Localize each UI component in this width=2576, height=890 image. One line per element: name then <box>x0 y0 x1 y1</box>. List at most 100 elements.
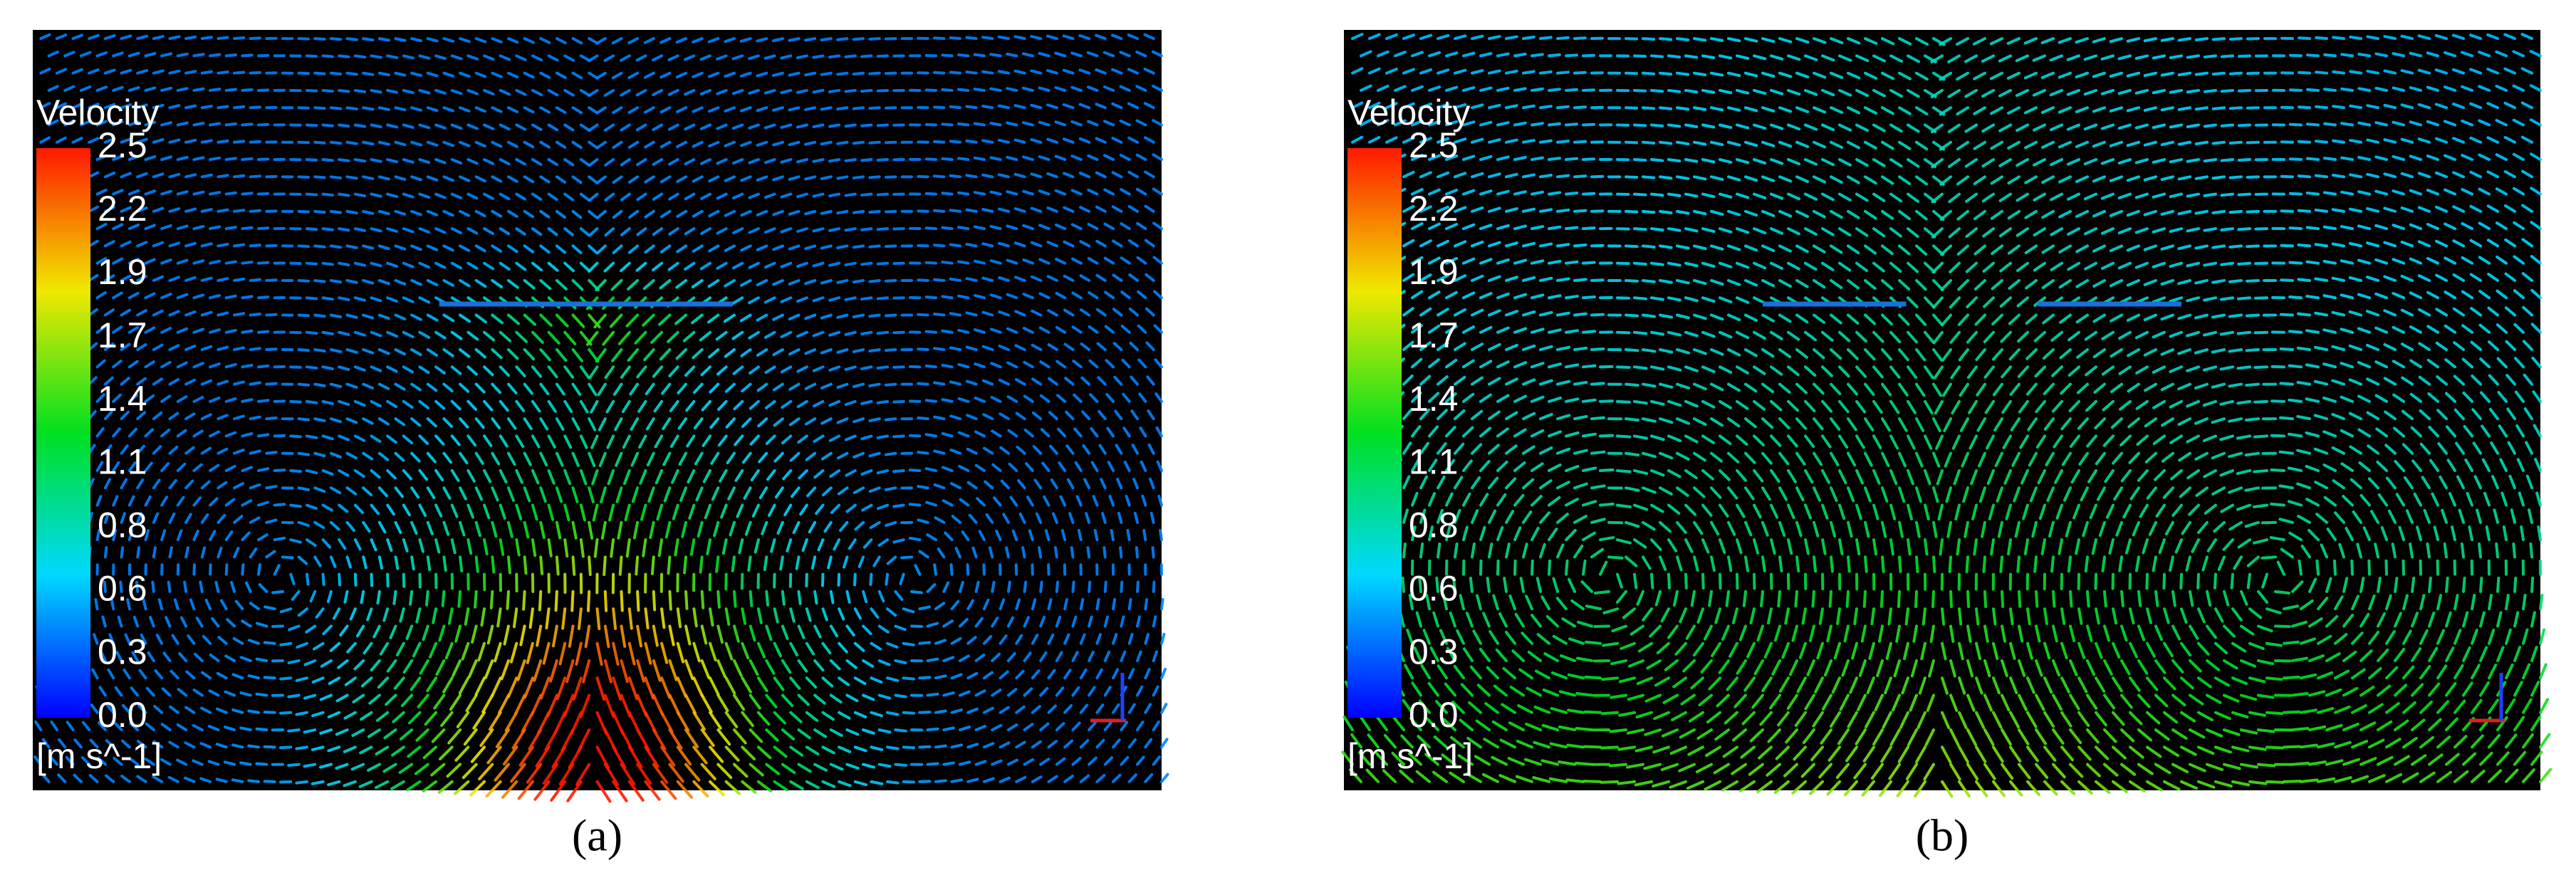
flow-vector <box>700 659 711 679</box>
flow-vector <box>1855 158 1869 167</box>
flow-vector <box>362 417 374 425</box>
flow-vector <box>1813 486 1822 502</box>
flow-vector <box>1368 135 1381 144</box>
flow-vector <box>374 780 390 790</box>
flow-vector <box>716 590 721 609</box>
flow-vector <box>1821 123 1835 132</box>
flow-vector <box>249 483 261 490</box>
flow-vector <box>1102 51 1115 58</box>
flow-vector <box>1002 513 1010 524</box>
flow-vector <box>313 555 322 567</box>
flow-vector <box>1684 538 1694 553</box>
flow-vector <box>989 53 1002 58</box>
flow-vector <box>1152 650 1159 662</box>
flow-vector <box>1736 365 1749 375</box>
flow-vector <box>233 140 246 144</box>
flow-vector <box>128 757 140 766</box>
flow-vector <box>1787 158 1801 166</box>
flow-vector <box>1778 140 1793 148</box>
flow-vector <box>362 37 375 42</box>
flow-vector <box>1095 598 1100 611</box>
flow-vector <box>1086 85 1099 92</box>
flow-vector <box>1436 542 1441 559</box>
flow-vector <box>1949 624 1955 643</box>
flow-vector <box>329 313 343 318</box>
flow-vector <box>1513 190 1527 196</box>
flow-vector <box>1152 755 1161 766</box>
flow-vector <box>1710 278 1724 286</box>
flow-vector <box>997 104 1010 110</box>
flow-vector <box>1038 546 1043 559</box>
flow-vector <box>966 563 970 576</box>
flow-vector <box>1813 37 1827 44</box>
flow-vector <box>1054 120 1067 127</box>
flow-vector <box>1915 348 1926 362</box>
flow-vector <box>311 745 325 751</box>
flow-vector <box>659 348 672 361</box>
flow-vector <box>1006 723 1018 732</box>
flow-vector <box>1496 360 1510 369</box>
flow-vector <box>353 365 366 372</box>
flow-vector <box>676 745 692 766</box>
flow-vector <box>410 555 415 571</box>
flow-vector <box>506 451 516 466</box>
flow-vector <box>1761 140 1775 147</box>
flow-vector <box>1770 88 1784 95</box>
flow-vector <box>2022 503 2029 520</box>
flow-vector <box>1433 735 1448 749</box>
flow-vector <box>555 555 560 576</box>
flow-vector <box>329 486 342 495</box>
flow-vector <box>1654 590 1662 607</box>
flow-vector <box>2052 763 2066 779</box>
flow-vector <box>1567 708 1585 714</box>
flow-vector <box>933 415 946 421</box>
flow-vector <box>1633 261 1647 266</box>
flow-vector <box>466 399 477 412</box>
flow-vector <box>1062 103 1075 110</box>
flow-vector <box>531 365 543 378</box>
flow-vector <box>836 417 849 424</box>
flow-vector <box>127 325 140 334</box>
flow-vector <box>1522 310 1536 317</box>
flow-vector <box>345 313 358 319</box>
flow-vector <box>781 763 796 774</box>
flow-vector <box>1436 239 1449 248</box>
flow-vector <box>812 365 825 372</box>
flow-vector <box>1402 375 1414 386</box>
flow-vector <box>1013 207 1026 213</box>
flow-vector <box>1708 590 1713 607</box>
flow-vector <box>1847 520 1853 538</box>
flow-vector <box>530 693 543 717</box>
flow-vector <box>845 763 860 770</box>
flow-vector <box>1881 555 1885 573</box>
flow-vector <box>1152 187 1163 196</box>
flow-vector <box>1539 511 1550 524</box>
flow-vector <box>1135 85 1147 92</box>
flow-vector <box>788 313 801 321</box>
flow-vector <box>291 590 301 601</box>
flow-vector <box>1139 426 1147 438</box>
flow-vector <box>954 546 961 559</box>
flow-vector <box>885 520 897 527</box>
flow-vector <box>1496 224 1510 231</box>
flow-vector <box>1518 668 1533 680</box>
flow-vector <box>1486 576 1491 593</box>
flow-vector <box>789 745 803 757</box>
flow-vector <box>650 330 664 344</box>
flow-vector <box>549 659 558 683</box>
flow-vector <box>345 175 358 180</box>
flow-vector <box>127 461 137 472</box>
flow-vector <box>486 745 502 765</box>
flow-vector <box>862 693 875 701</box>
flow-vector <box>1855 88 1870 98</box>
flow-vector <box>1454 68 1467 75</box>
flow-vector <box>1924 261 1936 273</box>
flow-vector <box>1847 417 1857 431</box>
flow-vector <box>1721 780 1738 792</box>
flow-vector <box>1031 343 1043 352</box>
flow-vector <box>1117 511 1123 524</box>
flow-vector <box>966 778 979 783</box>
flow-vector <box>1102 546 1107 559</box>
flow-vector <box>1993 417 2003 432</box>
flow-vector <box>693 417 704 430</box>
